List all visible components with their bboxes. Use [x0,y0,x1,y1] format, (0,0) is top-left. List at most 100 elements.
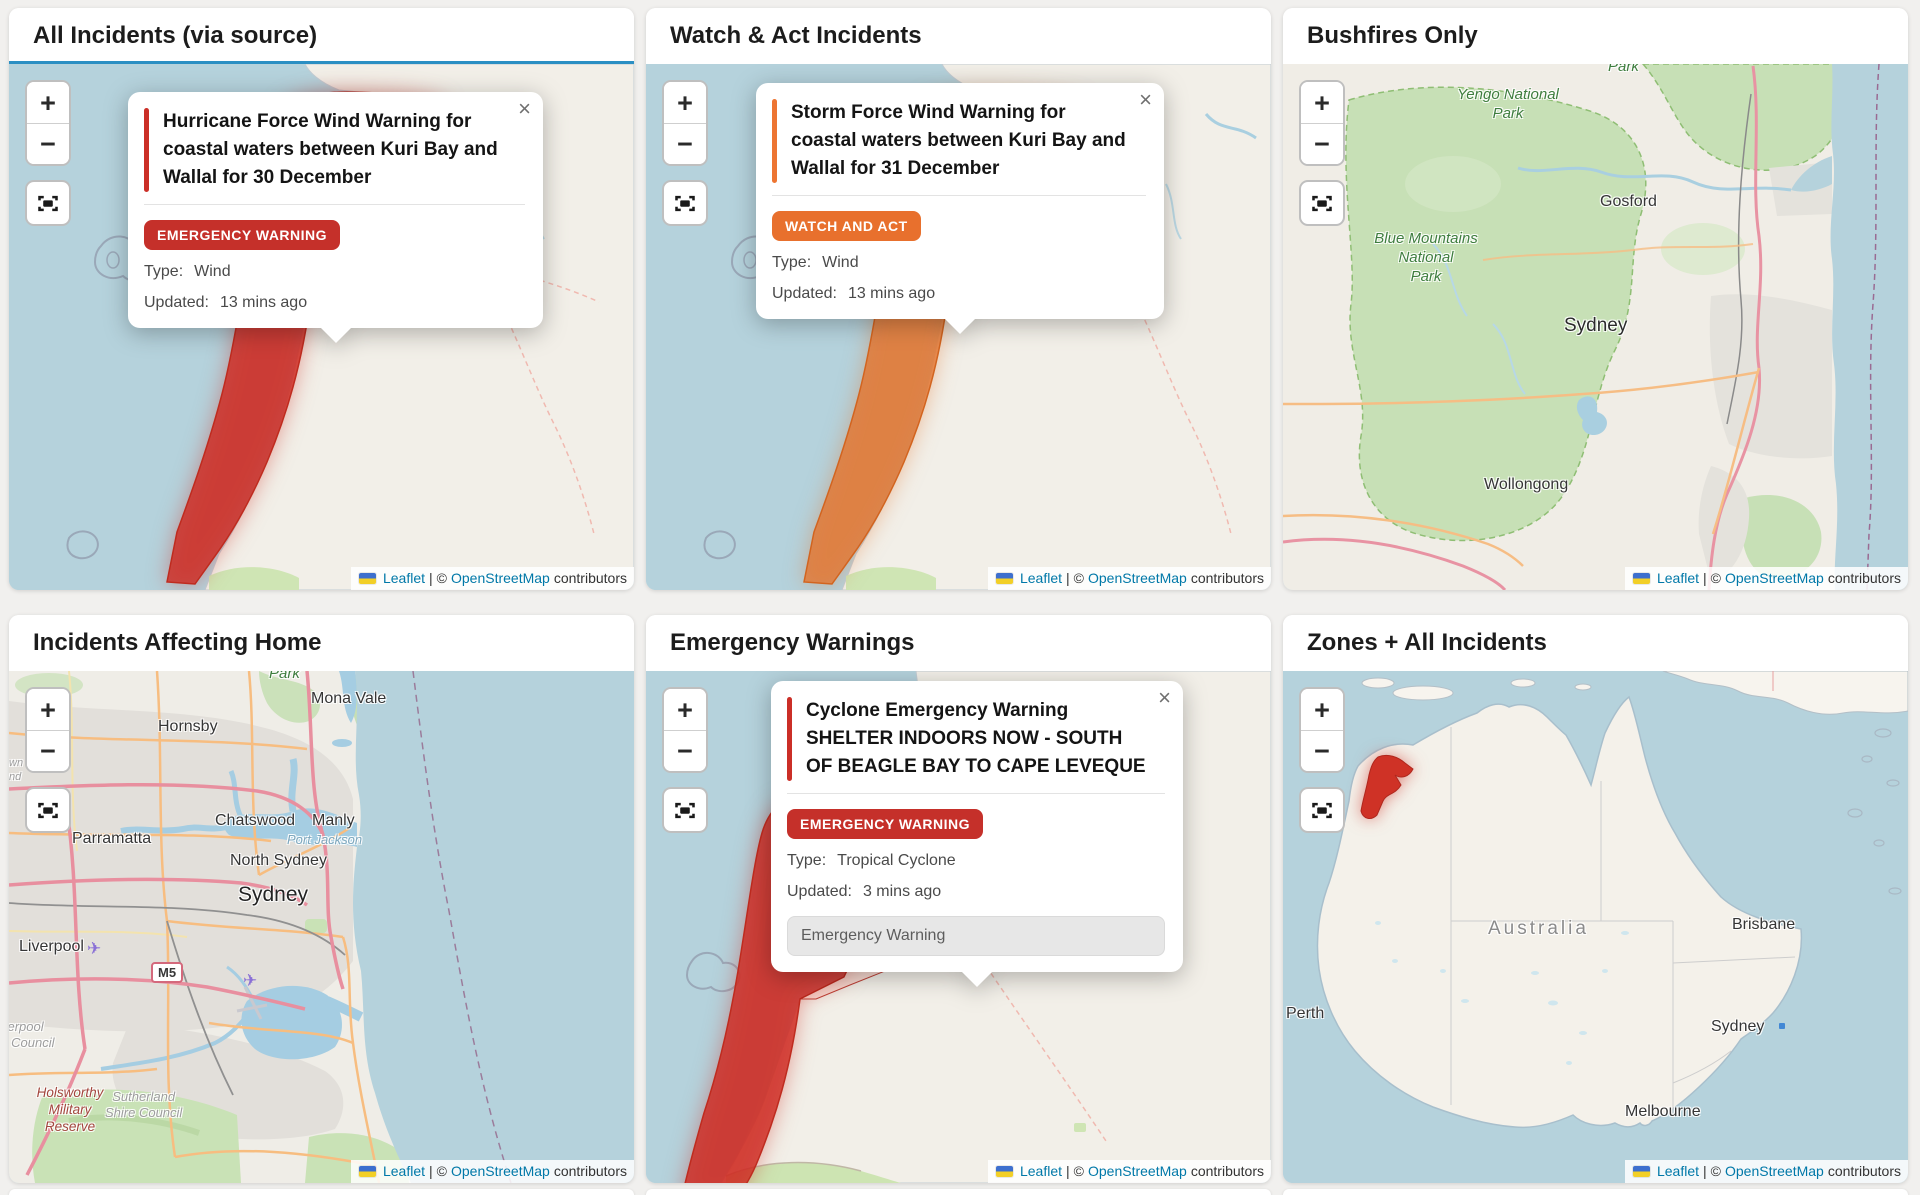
map-label-wollongong: Wollongong [1484,476,1569,493]
map-label-park: Park [1608,64,1639,75]
zoom-in-button[interactable]: + [664,689,706,730]
leaflet-link[interactable]: Leaflet [1019,570,1063,586]
map-label-brisbane: Brisbane [1732,916,1796,933]
contributors-text: contributors [553,570,627,586]
copyright-symbol: © [1710,570,1721,586]
map-label-blue-mountains-np: Blue Mountains National Park [1374,230,1478,285]
fullscreen-button[interactable] [662,180,708,226]
contributors-text: contributors [1190,1163,1264,1179]
zoom-control: + − [25,687,71,773]
page-title: Incidents Affecting Home [33,629,322,656]
panel-all-incidents: All Incidents (via source) × Hurricane F… [9,8,634,590]
attribution-divider: | [429,570,433,586]
copyright-symbol: © [1710,1163,1721,1179]
contributors-text: contributors [1190,570,1264,586]
sydney-city-marker [1779,1023,1785,1029]
status-badge: WATCH AND ACT [772,211,921,242]
ukraine-flag-icon [995,572,1013,584]
map-affecting-home: Park Mona Vale Hornsby wn nd Chatswood M… [9,671,634,1183]
map-label-gosford: Gosford [1600,193,1657,210]
panel-title-emergency-warnings: Emergency Warnings [646,615,1271,671]
status-badge: EMERGENCY WARNING [144,220,341,251]
zoom-in-button[interactable]: + [664,82,706,123]
map-attribution: Leaflet | © OpenStreetMap contributors [350,567,634,590]
updated-label: Updated: [144,294,209,312]
updated-value: 3 mins ago [862,883,942,901]
close-icon[interactable]: × [1139,87,1152,112]
leaflet-link[interactable]: Leaflet [1656,570,1700,586]
next-row-card [1283,1189,1908,1195]
map-all-incidents: × Hurricane Force Wind Warning for coast… [9,64,634,590]
map-label-manly: Manly [312,812,355,829]
zoom-out-button[interactable]: − [27,730,69,771]
contributors-text: contributors [1827,1163,1901,1179]
fullscreen-button[interactable] [25,180,71,226]
fullscreen-icon [38,195,58,211]
map-canvas[interactable] [9,671,634,1183]
contributors-text: contributors [553,1163,627,1179]
page-title: Emergency Warnings [670,629,915,656]
osm-link[interactable]: OpenStreetMap [1725,570,1824,586]
close-icon[interactable]: × [1158,685,1171,710]
zoom-out-button[interactable]: − [27,123,69,164]
map-label-port-jackson: Port Jackson [287,832,363,847]
osm-link[interactable]: OpenStreetMap [1088,1163,1187,1179]
map-canvas[interactable] [1283,671,1908,1183]
fullscreen-button[interactable] [1299,180,1345,226]
type-value: Tropical Cyclone [837,852,956,870]
zoom-in-button[interactable]: + [27,689,69,730]
panel-emergency-warnings: Emergency Warnings × Cyclone Emergency W… [646,615,1271,1183]
leaflet-link[interactable]: Leaflet [1656,1163,1700,1179]
type-label: Type: [772,254,812,272]
zoom-out-button[interactable]: − [1301,730,1343,771]
popup-title: Cyclone Emergency Warning SHELTER INDOOR… [806,700,1146,778]
leaflet-link[interactable]: Leaflet [1019,1163,1063,1179]
zoom-control: + − [662,80,708,166]
ukraine-flag-icon [1632,572,1650,584]
zoom-out-button[interactable]: − [1301,123,1343,164]
panel-title-bushfires: Bushfires Only [1283,8,1908,64]
zoom-control: + − [1299,80,1345,166]
panel-title-watch-act: Watch & Act Incidents [646,8,1271,64]
osm-link[interactable]: OpenStreetMap [1088,570,1187,586]
attribution-divider: | [1703,1163,1707,1179]
panel-zones-all: Zones + All Incidents [1283,615,1908,1183]
close-icon[interactable]: × [518,96,531,121]
zoom-out-button[interactable]: − [664,730,706,771]
fullscreen-icon [38,802,58,818]
airport-icon: ✈ [87,939,102,958]
map-label-parramatta: Parramatta [72,830,152,847]
leaflet-link[interactable]: Leaflet [382,1163,426,1179]
zoom-out-button[interactable]: − [664,123,706,164]
severity-bar [787,697,792,782]
fullscreen-button[interactable] [662,787,708,833]
zoom-in-button[interactable]: + [1301,82,1343,123]
map-zones-all: Australia Perth Brisbane Sydney Melbourn… [1283,671,1908,1183]
page-title: All Incidents (via source) [33,22,318,49]
fullscreen-button[interactable] [1299,787,1345,833]
m5-road-shield: M5 [151,962,184,983]
attribution-divider: | [1066,1163,1070,1179]
updated-value: 13 mins ago [219,294,308,312]
updated-label: Updated: [772,285,837,303]
map-attribution: Leaflet | © OpenStreetMap contributors [1624,1160,1908,1183]
popup-title: Hurricane Force Wind Warning for coastal… [163,111,498,189]
severity-bar [144,108,149,193]
map-label-wn: wn [9,757,24,769]
zoom-in-button[interactable]: + [27,82,69,123]
fullscreen-button[interactable] [25,787,71,833]
map-canvas[interactable] [1283,64,1908,590]
page-title: Bushfires Only [1307,22,1478,49]
leaflet-link[interactable]: Leaflet [382,570,426,586]
type-value: Wind [194,263,231,281]
copyright-symbol: © [1073,570,1084,586]
ukraine-flag-icon [358,1165,376,1177]
osm-link[interactable]: OpenStreetMap [451,1163,550,1179]
osm-link[interactable]: OpenStreetMap [451,570,550,586]
zoom-in-button[interactable]: + [1301,689,1343,730]
page-title: Watch & Act Incidents [670,22,922,49]
osm-link[interactable]: OpenStreetMap [1725,1163,1824,1179]
map-bushfires: Park Yengo National Park Gosford Blue Mo… [1283,64,1908,590]
map-label-mona-vale: Mona Vale [311,690,387,707]
status-badge: EMERGENCY WARNING [787,809,984,840]
